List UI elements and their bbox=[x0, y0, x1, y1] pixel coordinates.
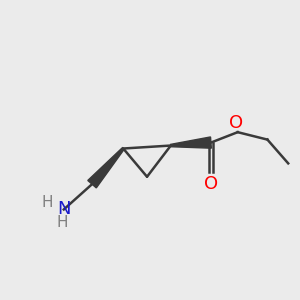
Polygon shape bbox=[171, 137, 211, 148]
Text: H: H bbox=[42, 194, 53, 209]
Text: N: N bbox=[57, 200, 70, 218]
Polygon shape bbox=[88, 148, 124, 188]
Text: H: H bbox=[57, 215, 68, 230]
Text: O: O bbox=[204, 175, 218, 193]
Text: O: O bbox=[229, 114, 243, 132]
